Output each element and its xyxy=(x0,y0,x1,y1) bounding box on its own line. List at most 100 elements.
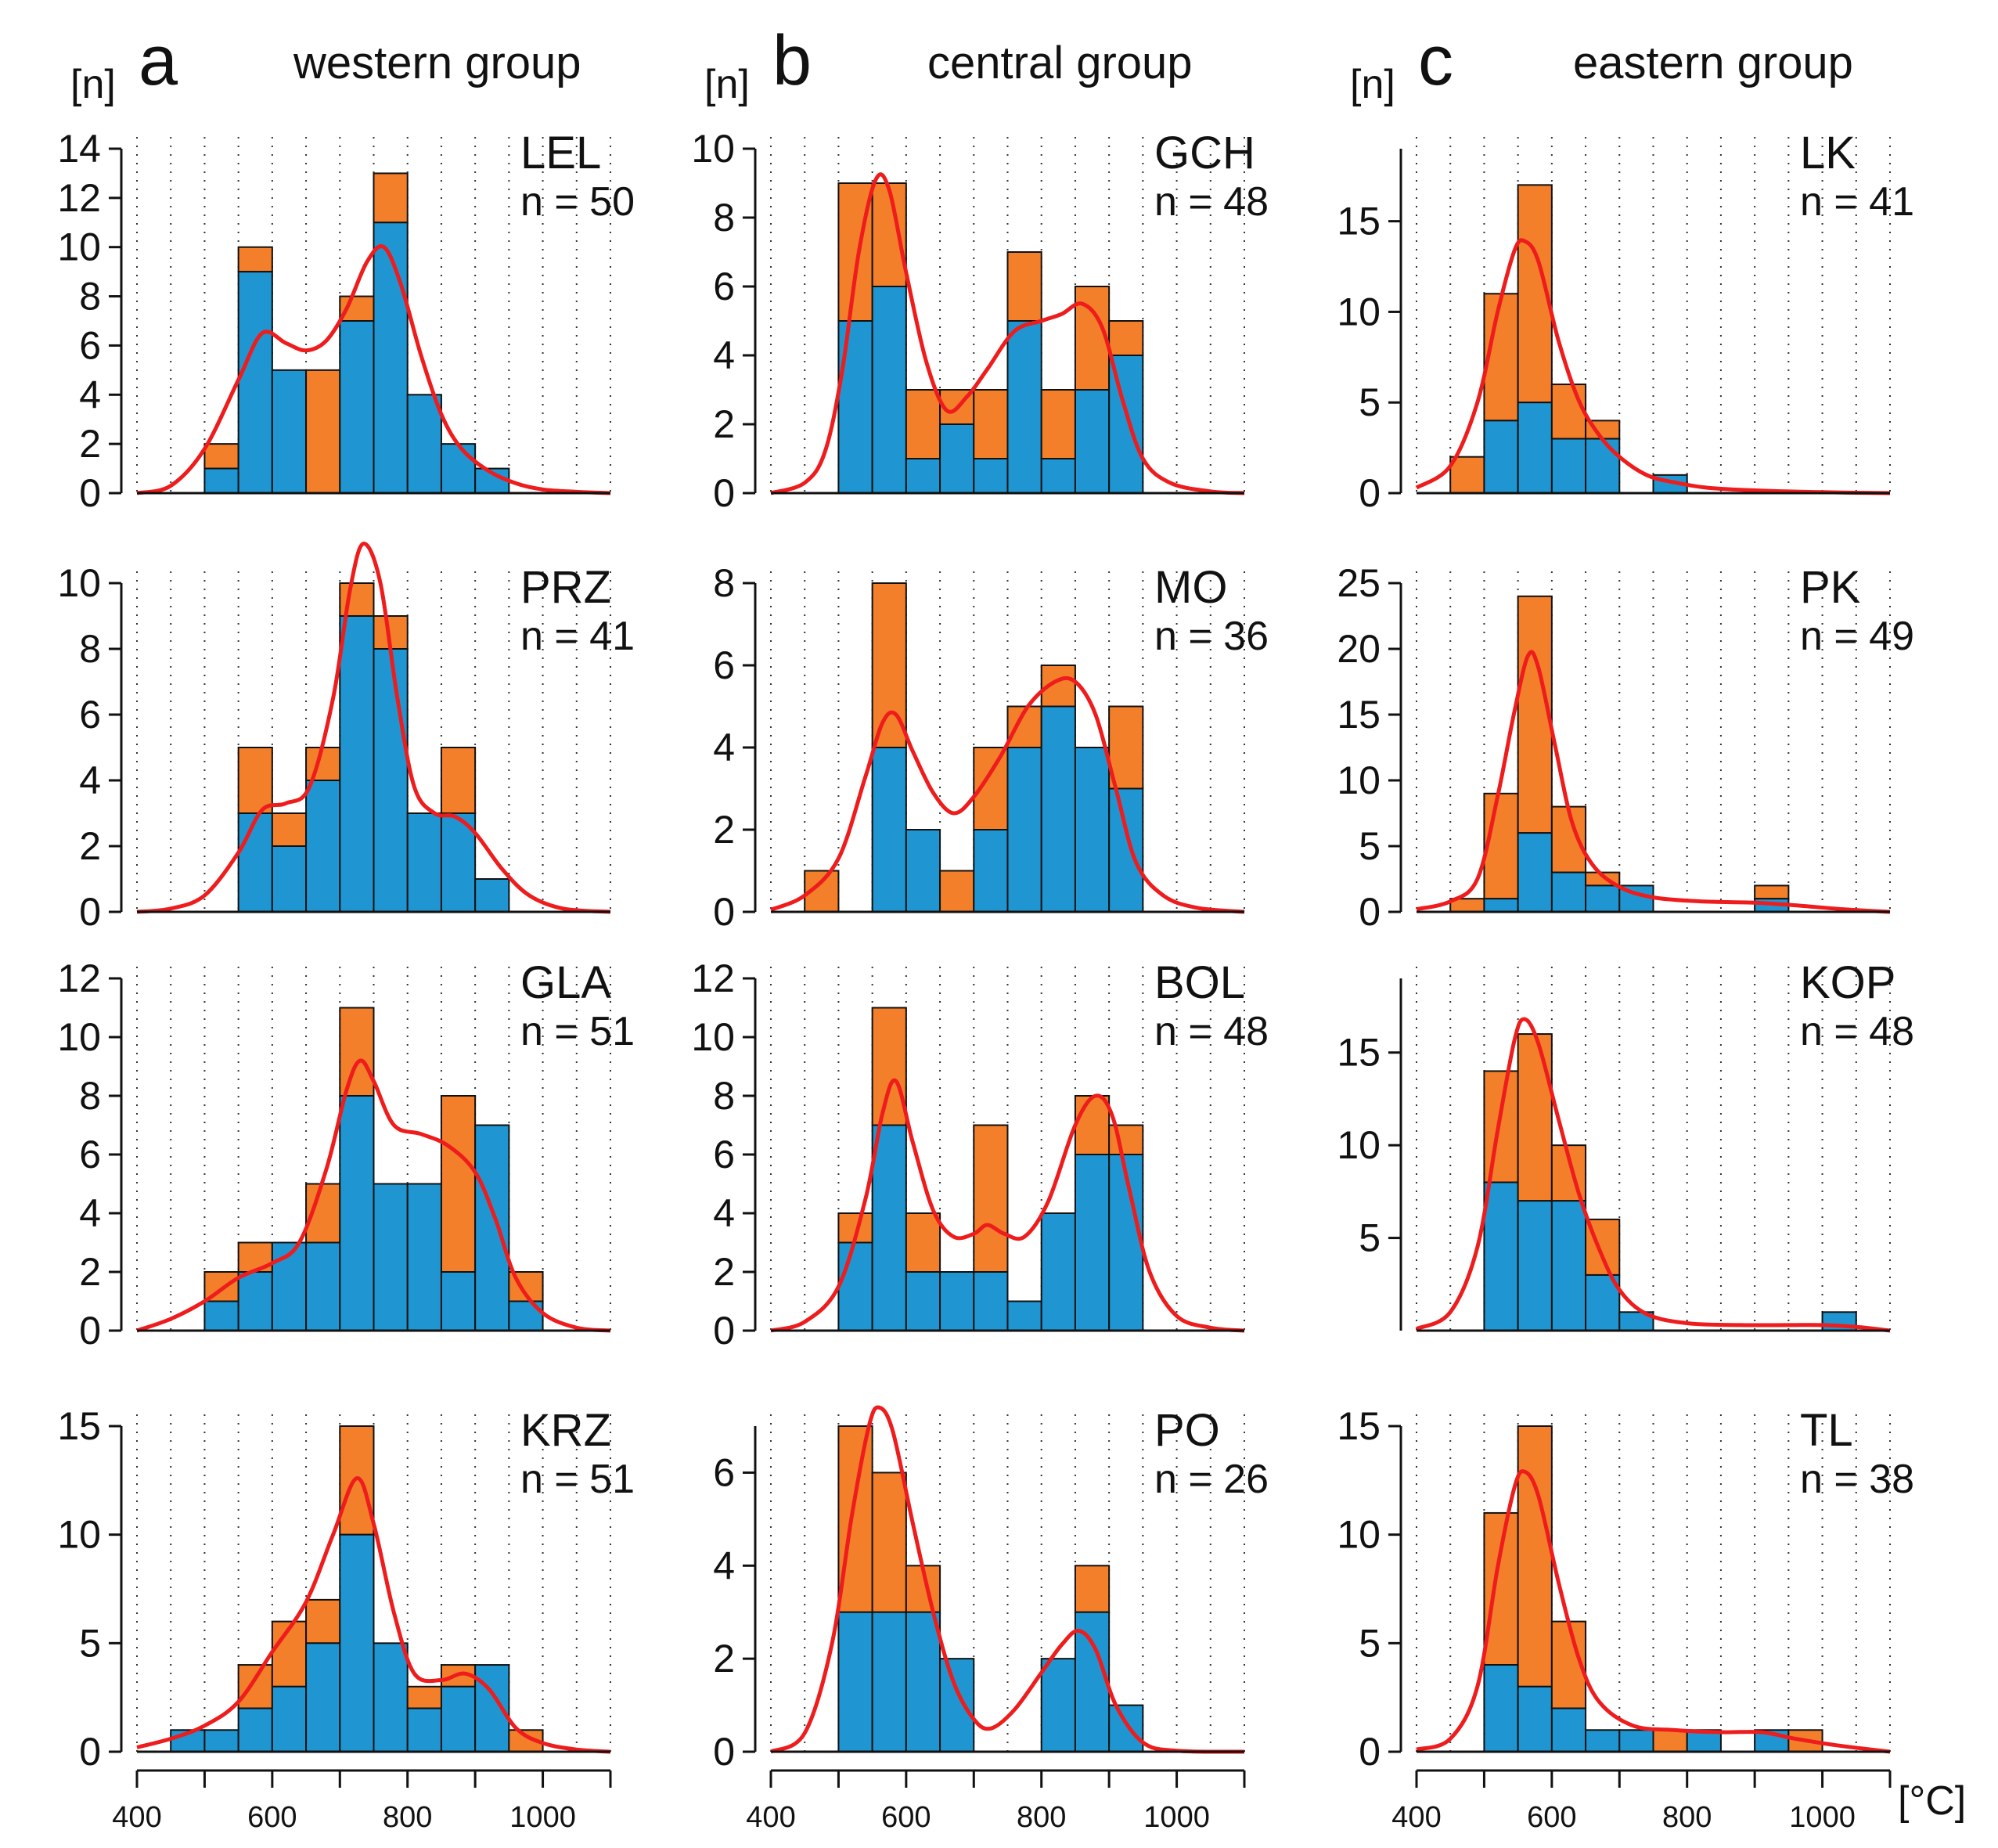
bar-blue xyxy=(837,1611,873,1753)
sample-name: BOL xyxy=(1154,957,1245,1008)
bar-blue xyxy=(905,1611,941,1753)
bar-blue xyxy=(339,320,375,494)
bar-blue xyxy=(474,878,510,913)
y-tick-label: 2 xyxy=(713,1250,735,1294)
sample-n: n = 49 xyxy=(1800,614,1914,659)
group-c: c eastern group 0 5 10 15 LKn = 41 0 5 10 15 20 25 PK… xyxy=(1337,22,1914,1834)
density-curve xyxy=(136,1058,611,1333)
bar-orange xyxy=(406,1685,442,1709)
bar-blue xyxy=(939,1271,975,1331)
bar-orange xyxy=(339,1007,375,1097)
sample-n: n = 26 xyxy=(1154,1457,1269,1502)
bar-blue xyxy=(305,1241,341,1331)
bar-blue xyxy=(905,829,941,913)
sample-name: GCH xyxy=(1154,128,1255,178)
y-tick-label: 10 xyxy=(57,561,101,605)
sample-name: PO xyxy=(1154,1405,1220,1456)
bar-orange xyxy=(237,1664,273,1709)
y-tick-label: 12 xyxy=(57,176,101,220)
y-tick-label: 2 xyxy=(713,1637,735,1680)
y-tick-label: 20 xyxy=(1337,627,1381,671)
y-tick-label: 8 xyxy=(79,1074,101,1118)
bar-blue xyxy=(373,1183,409,1331)
bar-blue xyxy=(440,1271,477,1331)
bar-blue xyxy=(973,458,1009,494)
bar-orange xyxy=(973,389,1009,459)
bar-blue xyxy=(373,1642,409,1753)
y-tick-label: 14 xyxy=(57,127,101,171)
x-tick-label: 1000 xyxy=(1143,1801,1210,1834)
sample-n: n = 48 xyxy=(1800,1009,1914,1054)
bar-orange xyxy=(1550,384,1587,440)
y-tick-label: 5 xyxy=(79,1621,101,1665)
bar-blue xyxy=(871,1611,907,1753)
panel-po: 0 2 4 6 POn = 26 xyxy=(713,1405,1269,1774)
sample-n: n = 51 xyxy=(520,1457,635,1502)
bar-blue xyxy=(871,286,907,494)
bar-orange xyxy=(305,747,341,781)
y-tick-label: 4 xyxy=(79,758,101,802)
group-title-b: central group xyxy=(927,38,1193,88)
sample-n: n = 38 xyxy=(1800,1457,1914,1502)
bar-blue xyxy=(905,458,941,494)
density-curve xyxy=(770,172,1245,495)
bar-blue xyxy=(406,1183,442,1331)
x-tick-label: 800 xyxy=(1017,1801,1066,1834)
density-curve xyxy=(1416,1469,1891,1754)
x-tick-label: 400 xyxy=(1391,1801,1441,1834)
sample-n: n = 41 xyxy=(1800,179,1914,225)
y-tick-label: 12 xyxy=(691,956,735,1000)
bar-blue xyxy=(237,1271,273,1331)
bar-blue xyxy=(1517,1200,1553,1332)
y-tick-label: 0 xyxy=(1359,1730,1381,1774)
sample-name: PRZ xyxy=(520,562,611,613)
y-tick-label: 2 xyxy=(713,402,735,446)
y-tick-label: 6 xyxy=(79,323,101,367)
bar-blue xyxy=(871,1124,907,1331)
bar-blue xyxy=(271,1685,308,1753)
bar-blue xyxy=(1483,898,1519,913)
density-curve xyxy=(1415,1017,1891,1333)
bar-blue xyxy=(1006,747,1042,913)
bar-blue xyxy=(939,1658,975,1753)
y-tick-label: 10 xyxy=(1337,1513,1381,1557)
bar-blue xyxy=(1006,1300,1042,1331)
sample-name: PK xyxy=(1800,562,1861,613)
bar-orange xyxy=(905,389,941,459)
bar-blue xyxy=(1517,1685,1553,1753)
bar-blue xyxy=(1483,1664,1519,1753)
y-tick-label: 4 xyxy=(713,1544,735,1587)
panel-pk: 0 5 10 15 20 25 PKn = 49 xyxy=(1337,561,1914,934)
y-tick-label: 2 xyxy=(79,1250,101,1294)
density-curve xyxy=(769,1405,1245,1754)
sample-n: n = 48 xyxy=(1154,1009,1269,1054)
bar-blue xyxy=(939,423,975,494)
group-title-c: eastern group xyxy=(1573,38,1853,88)
y-tick-label: 4 xyxy=(79,373,101,416)
y-tick-label: 15 xyxy=(57,1404,101,1448)
y-tick-label: 8 xyxy=(79,627,101,671)
bar-orange xyxy=(440,1095,477,1273)
y-tick-label: 8 xyxy=(713,196,735,240)
sample-n: n = 51 xyxy=(520,1009,635,1054)
bar-blue xyxy=(406,812,442,913)
bar-blue xyxy=(1483,420,1519,494)
density-curve xyxy=(1416,650,1891,914)
density-curve xyxy=(770,1078,1245,1333)
y-tick-label: 8 xyxy=(79,275,101,319)
bar-blue xyxy=(474,1124,510,1331)
bar-orange xyxy=(1652,1729,1688,1753)
x-tick-label: 1000 xyxy=(1789,1801,1856,1834)
bar-orange xyxy=(1449,456,1485,494)
y-tick-label: 10 xyxy=(1337,758,1381,802)
bar-orange xyxy=(1483,1511,1519,1666)
bar-blue xyxy=(1040,1212,1076,1331)
y-tick-label: 2 xyxy=(79,824,101,868)
x-tick-label: 400 xyxy=(746,1801,795,1834)
y-tick-label: 15 xyxy=(1337,693,1381,737)
bar-orange xyxy=(905,1212,941,1273)
bar-blue xyxy=(508,1300,544,1331)
